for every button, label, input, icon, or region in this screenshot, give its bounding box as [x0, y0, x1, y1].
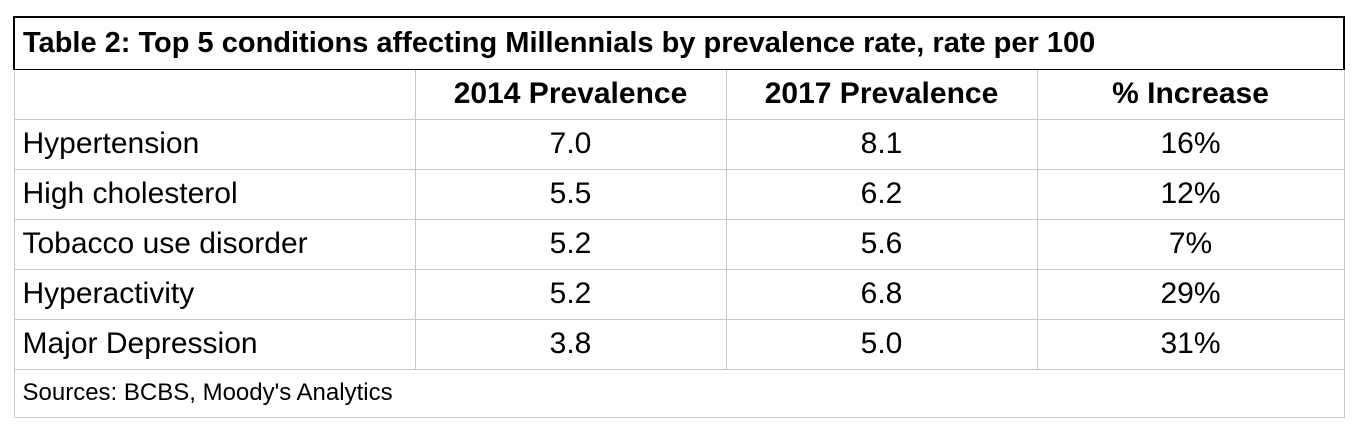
condition-name: Hypertension: [13, 118, 416, 170]
prevalence-2014: 5.5: [414, 168, 727, 220]
prevalence-2017: 8.1: [725, 118, 1038, 170]
condition-name: High cholesterol: [13, 168, 416, 220]
condition-name: Major Depression: [13, 318, 416, 370]
table-source-row: Sources: BCBS, Moody's Analytics: [13, 368, 1345, 418]
percent-increase: 29%: [1036, 268, 1345, 320]
percent-increase: 7%: [1036, 218, 1345, 270]
prevalence-2017: 5.6: [725, 218, 1038, 270]
header-condition: [13, 68, 416, 120]
prevalence-table-container: Table 2: Top 5 conditions affecting Mill…: [13, 16, 1345, 418]
percent-increase: 31%: [1036, 318, 1345, 370]
prevalence-2014: 5.2: [414, 268, 727, 320]
table-row: Major Depression 3.8 5.0 31%: [13, 318, 1345, 370]
prevalence-2017: 6.8: [725, 268, 1038, 320]
header-2014-prevalence: 2014 Prevalence: [414, 68, 727, 120]
table-row: High cholesterol 5.5 6.2 12%: [13, 168, 1345, 220]
source-note: Sources: BCBS, Moody's Analytics: [13, 368, 1345, 418]
percent-increase: 16%: [1036, 118, 1345, 170]
condition-name: Hyperactivity: [13, 268, 416, 320]
table-row: Hypertension 7.0 8.1 16%: [13, 118, 1345, 170]
percent-increase: 12%: [1036, 168, 1345, 220]
table-row: Hyperactivity 5.2 6.8 29%: [13, 268, 1345, 320]
table-header-row: 2014 Prevalence 2017 Prevalence % Increa…: [13, 68, 1345, 120]
prevalence-2014: 7.0: [414, 118, 727, 170]
prevalence-2014: 3.8: [414, 318, 727, 370]
header-percent-increase: % Increase: [1036, 68, 1345, 120]
prevalence-table: Table 2: Top 5 conditions affecting Mill…: [13, 16, 1345, 418]
prevalence-2017: 6.2: [725, 168, 1038, 220]
condition-name: Tobacco use disorder: [13, 218, 416, 270]
table-title: Table 2: Top 5 conditions affecting Mill…: [13, 16, 1345, 70]
prevalence-2014: 5.2: [414, 218, 727, 270]
prevalence-2017: 5.0: [725, 318, 1038, 370]
table-title-row: Table 2: Top 5 conditions affecting Mill…: [13, 16, 1345, 70]
header-2017-prevalence: 2017 Prevalence: [725, 68, 1038, 120]
table-row: Tobacco use disorder 5.2 5.6 7%: [13, 218, 1345, 270]
